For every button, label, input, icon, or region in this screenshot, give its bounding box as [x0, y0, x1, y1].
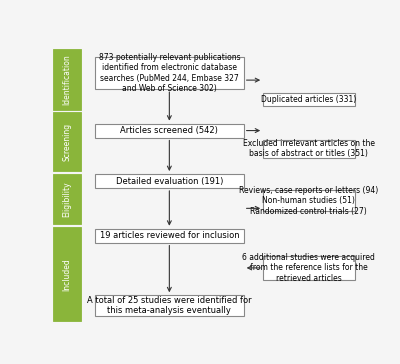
- Text: Identification: Identification: [62, 54, 72, 105]
- Bar: [53, 174, 81, 225]
- Text: Eligibility: Eligibility: [62, 181, 72, 217]
- Bar: [95, 123, 244, 138]
- Text: Reviews, case reports or letters (94)
Non-human studies (51)
Randomized control : Reviews, case reports or letters (94) No…: [239, 186, 378, 215]
- Text: Detailed evaluation (191): Detailed evaluation (191): [116, 177, 223, 186]
- Text: Screening: Screening: [62, 123, 72, 161]
- Bar: [53, 227, 81, 321]
- Text: 19 articles reviewed for inclusion: 19 articles reviewed for inclusion: [100, 231, 239, 240]
- Text: Included: Included: [62, 258, 72, 290]
- Bar: [53, 112, 81, 171]
- Bar: [53, 49, 81, 110]
- Bar: [263, 190, 354, 211]
- Bar: [263, 140, 354, 158]
- Bar: [95, 229, 244, 243]
- Bar: [95, 295, 244, 316]
- Text: Excluded irrelevant articles on the
basis of abstract or titles (351): Excluded irrelevant articles on the basi…: [243, 139, 375, 158]
- Bar: [263, 94, 354, 106]
- Text: A total of 25 studies were identified for
this meta-analysis eventually: A total of 25 studies were identified fo…: [87, 296, 252, 316]
- Text: Duplicated articles (331): Duplicated articles (331): [261, 95, 356, 104]
- Bar: [263, 256, 354, 280]
- Text: 6 additional studies were acquired
from the reference lists for the
retrieved ar: 6 additional studies were acquired from …: [242, 253, 375, 283]
- Text: Articles screened (542): Articles screened (542): [120, 126, 218, 135]
- Bar: [95, 57, 244, 89]
- Text: 873 potentially relevant publications
identified from electronic database
search: 873 potentially relevant publications id…: [98, 53, 240, 93]
- Bar: [95, 174, 244, 188]
